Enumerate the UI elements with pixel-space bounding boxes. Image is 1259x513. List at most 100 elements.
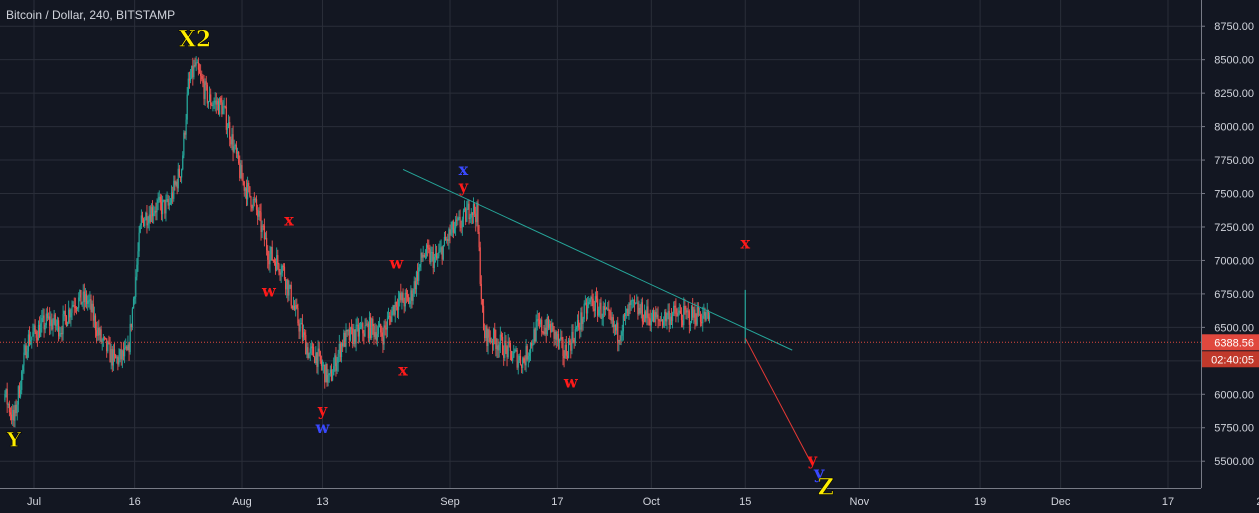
projection-line xyxy=(744,337,813,466)
candle-body xyxy=(554,331,556,339)
candle-body xyxy=(335,355,337,371)
candle-body xyxy=(647,306,649,317)
wave-label: w xyxy=(563,373,579,392)
candle-body xyxy=(506,346,508,358)
candle-body xyxy=(248,182,250,187)
candle-body xyxy=(659,320,661,322)
candle-body xyxy=(575,327,577,330)
candle-body xyxy=(272,260,274,262)
candle-body xyxy=(127,344,129,350)
candle-body xyxy=(477,203,479,233)
candle-body xyxy=(169,202,172,204)
candle-body xyxy=(611,317,613,321)
candle-body xyxy=(377,327,380,335)
candle-body xyxy=(211,105,213,107)
candle-body xyxy=(380,324,382,333)
candle-body xyxy=(560,337,562,340)
candle-body xyxy=(244,188,246,191)
candle-body xyxy=(109,342,111,363)
candle-body xyxy=(261,225,263,233)
candle-body xyxy=(104,337,107,339)
candle-body xyxy=(487,329,489,347)
candle-body xyxy=(276,255,278,271)
time-axis[interactable]: Jul 16 Aug 13 Sep 17 Oct 15 Nov 19 Dec 17 2019 xyxy=(0,488,1259,509)
candle-body xyxy=(666,315,668,322)
candle-body xyxy=(123,347,126,357)
candle-body xyxy=(594,296,597,311)
candle-body xyxy=(696,306,698,325)
candle-body xyxy=(129,323,131,353)
candle-body xyxy=(240,165,242,178)
candle-body xyxy=(175,181,177,185)
candle-body xyxy=(485,326,487,339)
candle-body xyxy=(255,199,258,210)
candle-body xyxy=(192,65,194,78)
candle-body xyxy=(251,206,253,209)
candles xyxy=(4,56,746,428)
candle-body xyxy=(106,338,108,352)
countdown-badge xyxy=(1202,351,1259,368)
candle-body xyxy=(68,309,70,323)
candle-body xyxy=(281,265,283,273)
candle-body xyxy=(321,365,324,367)
candle-body xyxy=(413,281,415,294)
candle-body xyxy=(665,311,667,322)
candle-body xyxy=(300,323,302,325)
candle-body xyxy=(635,302,637,304)
candle-body xyxy=(519,355,522,365)
candle-body xyxy=(466,209,468,222)
candle-body xyxy=(83,291,85,302)
candle-body xyxy=(28,334,31,345)
candle-body xyxy=(429,249,431,263)
candle-body xyxy=(188,78,191,81)
candle-body xyxy=(651,310,654,321)
candle-body xyxy=(46,313,49,319)
candle-body xyxy=(463,208,466,211)
candle-body xyxy=(208,94,211,102)
candle-body xyxy=(493,328,495,345)
candle-body xyxy=(42,315,44,319)
candle-body xyxy=(314,356,316,364)
candle-body xyxy=(178,168,180,177)
candle-body xyxy=(92,303,94,321)
candle-body xyxy=(383,325,385,345)
candle-body xyxy=(552,322,554,327)
candle-body xyxy=(204,81,206,99)
candle-body xyxy=(216,101,219,105)
time-tick-label: Nov xyxy=(850,496,870,508)
candle-body xyxy=(283,266,286,280)
candle-body xyxy=(654,312,656,323)
price-tick-label: 7250.00 xyxy=(1214,222,1254,234)
candle-body xyxy=(457,217,459,221)
candle-body xyxy=(553,326,555,339)
wave-label: y xyxy=(317,401,328,420)
candle-body xyxy=(357,324,359,337)
candle-body xyxy=(517,360,519,368)
candle-body xyxy=(162,200,164,215)
candle-body xyxy=(586,304,589,314)
grid-lines xyxy=(0,0,1201,488)
candle-body xyxy=(482,305,485,331)
candle-body xyxy=(420,252,422,265)
candle-body xyxy=(384,325,386,328)
candle-body xyxy=(604,307,607,311)
candle-body xyxy=(306,347,308,355)
candle-body xyxy=(444,236,447,241)
candle-body xyxy=(295,305,297,310)
candle-body xyxy=(168,202,170,206)
candle-body xyxy=(677,312,679,317)
candle-body xyxy=(656,314,658,318)
price-axis[interactable]: 5500.005750.006000.006250.006500.006750.… xyxy=(1201,0,1259,488)
candle-body xyxy=(545,327,547,335)
candle-body xyxy=(415,271,418,290)
candle-body xyxy=(242,180,244,182)
candle-body xyxy=(471,212,473,215)
candle-body xyxy=(397,299,400,310)
candle-body xyxy=(639,307,641,314)
candle-body xyxy=(631,300,633,302)
candle-body xyxy=(328,373,330,375)
candle-body xyxy=(564,344,566,359)
candle-body xyxy=(334,355,336,367)
candle-body xyxy=(443,236,446,246)
